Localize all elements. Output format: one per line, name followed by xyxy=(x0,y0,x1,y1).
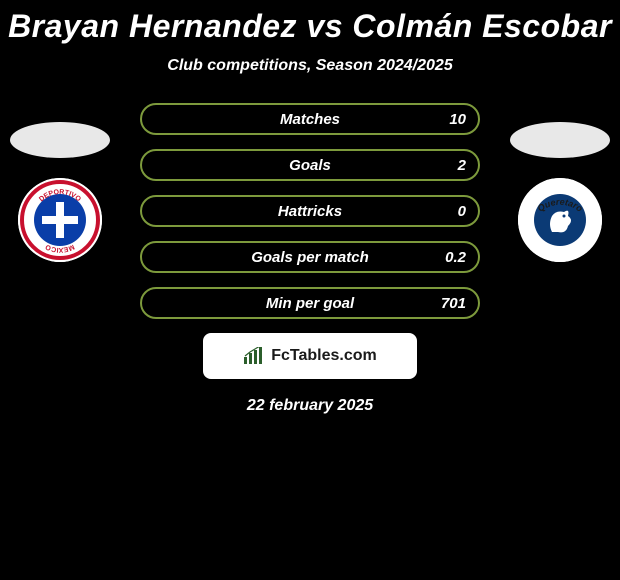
bar-chart-icon xyxy=(243,347,265,365)
stat-value: 0 xyxy=(458,203,466,220)
right-club-badge: Queretaro xyxy=(518,178,602,262)
root-container: Brayan Hernandez vs Colmán Escobar Club … xyxy=(0,0,620,580)
branding-box[interactable]: FcTables.com xyxy=(203,333,417,379)
stat-row: Goals per match 0.2 xyxy=(140,241,480,273)
stat-label: Goals xyxy=(289,157,331,174)
cruz-azul-icon: DEPORTIVO MEXICO xyxy=(18,178,102,262)
stat-label: Goals per match xyxy=(251,249,369,266)
left-club-badge: DEPORTIVO MEXICO xyxy=(18,178,102,262)
date-text: 22 february 2025 xyxy=(0,397,620,415)
stat-row: Min per goal 701 xyxy=(140,287,480,319)
queretaro-icon: Queretaro xyxy=(518,178,602,262)
stat-row: Hattricks 0 xyxy=(140,195,480,227)
stat-row: Matches 10 xyxy=(140,103,480,135)
stat-label: Min per goal xyxy=(266,295,354,312)
stats-list: Matches 10 Goals 2 Hattricks 0 Goals per… xyxy=(140,103,480,319)
stat-value: 2 xyxy=(458,157,466,174)
page-title: Brayan Hernandez vs Colmán Escobar xyxy=(0,8,620,45)
stat-value: 701 xyxy=(441,295,466,312)
stat-label: Hattricks xyxy=(278,203,342,220)
right-player-ellipse xyxy=(510,122,610,158)
stat-value: 10 xyxy=(449,111,466,128)
left-player-ellipse xyxy=(10,122,110,158)
stat-label: Matches xyxy=(280,111,340,128)
stat-value: 0.2 xyxy=(445,249,466,266)
branding-text: FcTables.com xyxy=(271,347,377,365)
page-subtitle: Club competitions, Season 2024/2025 xyxy=(0,57,620,75)
stat-row: Goals 2 xyxy=(140,149,480,181)
